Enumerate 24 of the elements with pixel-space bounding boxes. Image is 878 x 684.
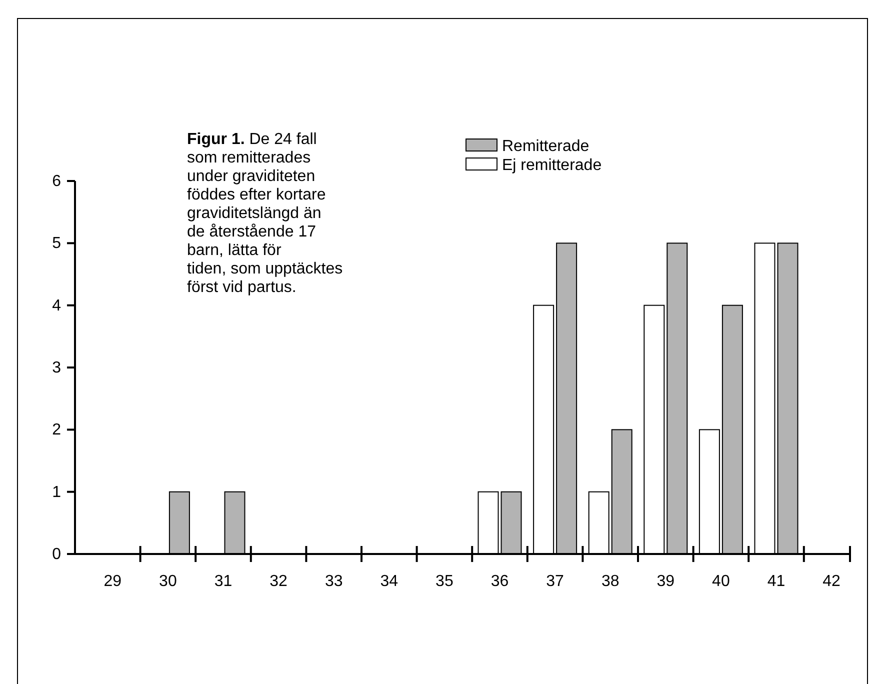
x-tick-label: 40 bbox=[712, 573, 730, 590]
x-tick-label: 39 bbox=[656, 573, 675, 590]
x-tick-label: 29 bbox=[104, 573, 122, 590]
y-tick-label: 1 bbox=[52, 484, 62, 501]
x-tick-label: 35 bbox=[436, 573, 454, 590]
y-tick-label: 5 bbox=[52, 235, 62, 252]
y-tick-label: 0 bbox=[52, 546, 62, 563]
x-tick-label: 42 bbox=[822, 573, 841, 590]
y-tick-label: 3 bbox=[52, 360, 62, 376]
x-tick-label: 36 bbox=[490, 573, 509, 590]
x-tick-label: 33 bbox=[324, 573, 343, 590]
y-tick-label: 6 bbox=[52, 173, 62, 190]
chart-title: Figur 1. bbox=[187, 131, 245, 148]
y-tick-label: 2 bbox=[52, 422, 62, 439]
y-tick-label: 4 bbox=[52, 297, 62, 314]
x-tick-label: 32 bbox=[270, 573, 288, 590]
legend-label: Remitterade bbox=[502, 138, 590, 155]
x-tick-label: 30 bbox=[159, 573, 177, 590]
x-tick-label: 37 bbox=[546, 573, 564, 590]
x-tick-label: 38 bbox=[601, 573, 620, 590]
x-tick-label: 34 bbox=[380, 573, 398, 590]
x-tick-label: 41 bbox=[767, 573, 786, 590]
legend-label: Ej remitterade bbox=[502, 157, 602, 174]
x-tick-label: 31 bbox=[214, 573, 232, 590]
